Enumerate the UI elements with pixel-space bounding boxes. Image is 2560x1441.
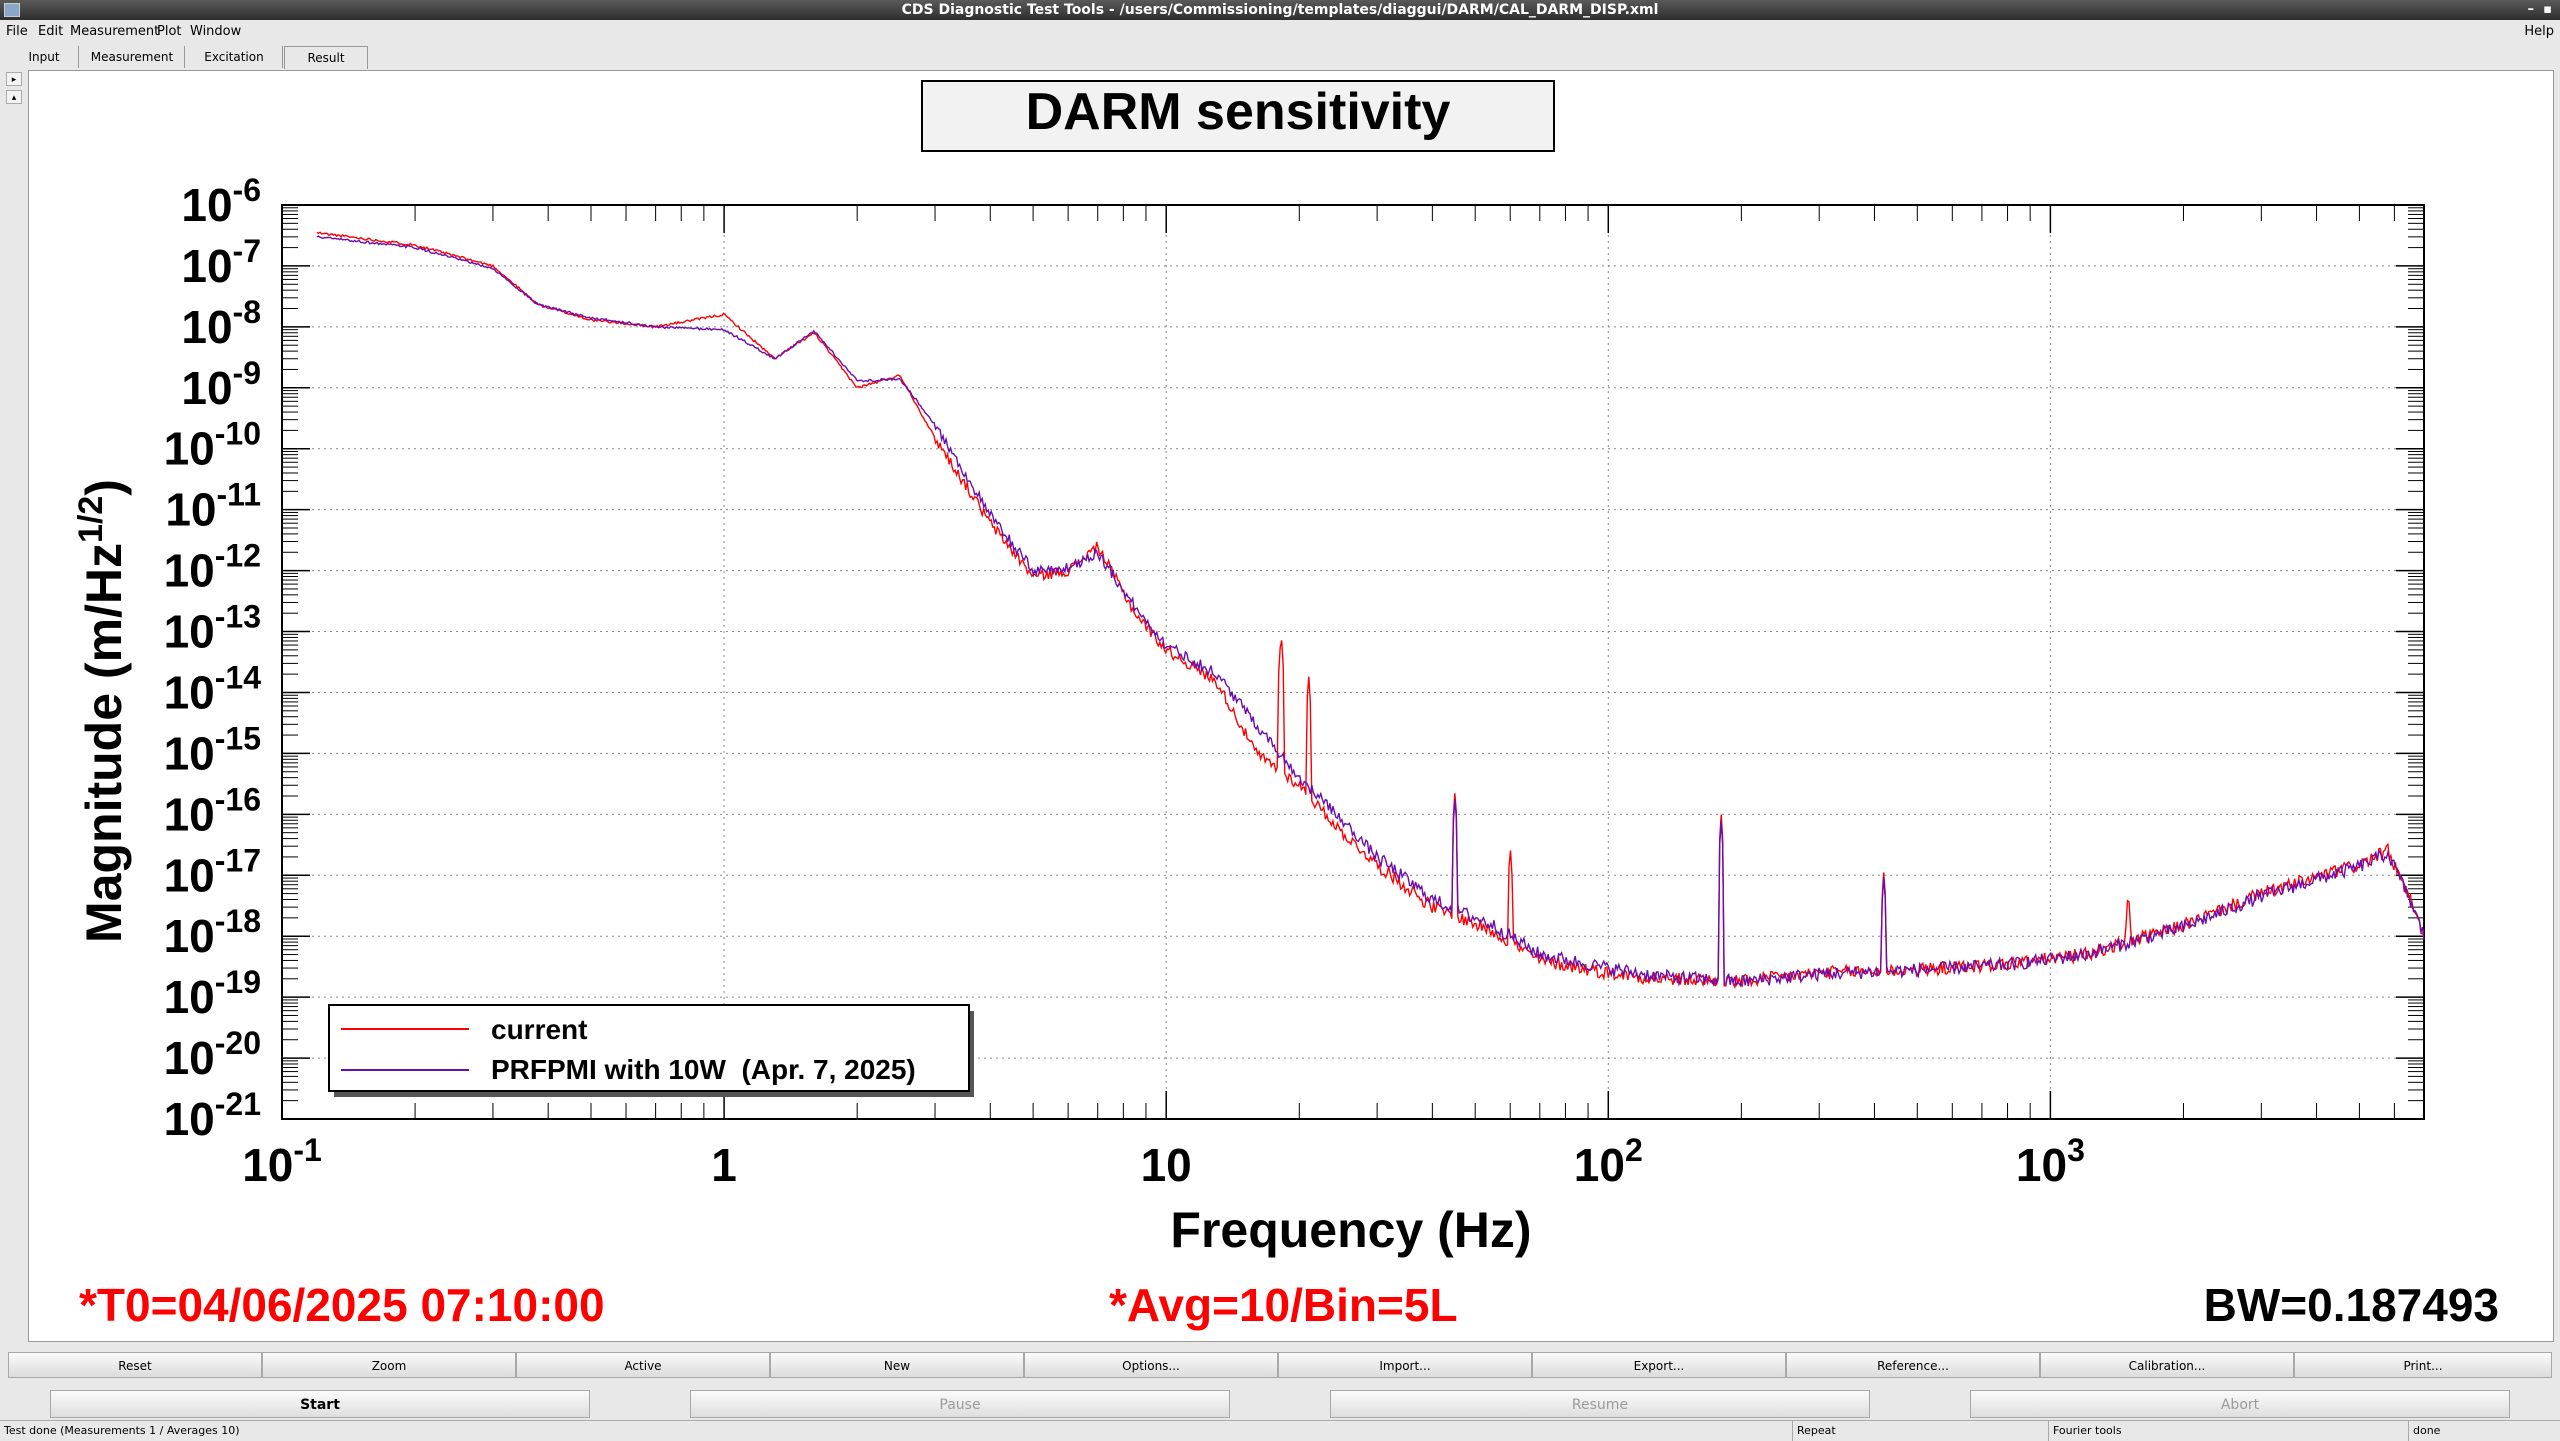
plot-title: DARM sensitivity <box>1026 83 1451 141</box>
calibration-button[interactable]: Calibration... <box>2040 1352 2294 1378</box>
resume-button[interactable]: Resume <box>1330 1390 1870 1418</box>
reference-button[interactable]: Reference... <box>1786 1352 2040 1378</box>
y-tick-label: 10-7 <box>181 233 261 292</box>
x-tick-label: 10-1 <box>242 1132 322 1191</box>
tab-input[interactable]: Input <box>10 46 79 68</box>
plot-title-box <box>921 80 1555 152</box>
y-tick-label: 10-18 <box>164 903 261 962</box>
y-tick-label: 10-19 <box>164 964 261 1023</box>
y-tick-label: 10-20 <box>164 1025 261 1084</box>
menu-edit[interactable]: Edit <box>38 24 64 39</box>
window-title: CDS Diagnostic Test Tools - /users/Commi… <box>901 2 1659 18</box>
avg-info: *Avg=10/Bin=5L <box>1109 1279 1458 1331</box>
x-tick-label: 103 <box>2016 1132 2085 1191</box>
import-button[interactable]: Import... <box>1278 1352 1532 1378</box>
y-tick-label: 10-16 <box>164 781 261 840</box>
minimize-icon[interactable]: – <box>2527 2 2535 17</box>
bandwidth-info: BW=0.187493 <box>2204 1279 2499 1331</box>
collapse-up-icon[interactable]: ▴ <box>6 90 22 104</box>
start-button[interactable]: Start <box>50 1390 590 1418</box>
plot-panel[interactable]: DARM sensitivity 10-6 10-7 10-8 10-9 10-10 10… <box>28 70 2554 1342</box>
y-tick-label: 10-8 <box>181 294 261 353</box>
status-done: done <box>2408 1421 2440 1441</box>
abort-button[interactable]: Abort <box>1970 1390 2510 1418</box>
series-line-reference <box>316 235 2425 988</box>
left-toolbar: ▸ ▴ <box>6 72 22 108</box>
y-tick-label: 10-15 <box>164 720 261 779</box>
x-tick-label: 10 <box>1141 1139 1192 1191</box>
maximize-icon[interactable]: ▪ <box>2543 2 2552 17</box>
y-tick-labels: 10-610-710-810-910-1010-1110-1210-1310-1… <box>164 172 262 1145</box>
status-fourier: Fourier tools <box>2048 1421 2122 1441</box>
y-tick-label: 10-10 <box>164 416 261 475</box>
x-tick-label: 102 <box>1574 1132 1643 1191</box>
tab-excitation[interactable]: Excitation <box>186 46 283 68</box>
status-bar: Test done (Measurements 1 / Averages 10)… <box>0 1420 2560 1441</box>
zoom-button[interactable]: Zoom <box>262 1352 516 1378</box>
y-axis-label: Magnitude (m/Hz1/2) <box>72 479 132 943</box>
legend-entry-reference: PRFPMI with 10W (Apr. 7, 2025) <box>491 1054 916 1085</box>
t0-info: *T0=04/06/2025 07:10:00 <box>79 1279 605 1331</box>
print-button[interactable]: Print... <box>2294 1352 2552 1378</box>
status-repeat: Repeat <box>1792 1421 1836 1441</box>
reset-button[interactable]: Reset <box>8 1352 262 1378</box>
menu-window[interactable]: Window <box>190 24 242 39</box>
menu-measurement[interactable]: Measurement <box>70 24 160 39</box>
plot-frame <box>281 204 2425 1120</box>
y-tick-label: 10-12 <box>164 538 261 597</box>
legend: current PRFPMI with 10W (Apr. 7, 2025) <box>328 1004 974 1097</box>
x-axis-label: Frequency (Hz) <box>1170 1202 1531 1258</box>
y-tick-label: 10-21 <box>164 1086 261 1145</box>
export-button[interactable]: Export... <box>1532 1352 1786 1378</box>
window-menu-icon[interactable] <box>4 3 20 17</box>
menu-bar: File Edit Measurement Plot Window Help <box>0 21 2560 43</box>
y-tick-label: 10-11 <box>165 477 261 536</box>
axis-minor-ticks <box>281 204 2425 1120</box>
options-button[interactable]: Options... <box>1024 1352 1278 1378</box>
new-button[interactable]: New <box>770 1352 1024 1378</box>
tab-measurement[interactable]: Measurement <box>80 46 185 68</box>
menu-file[interactable]: File <box>6 24 28 39</box>
grid-lines <box>282 205 2424 1119</box>
tab-result[interactable]: Result <box>284 46 368 69</box>
active-button[interactable]: Active <box>516 1352 770 1378</box>
series-line-current <box>316 231 2425 990</box>
expand-right-icon[interactable]: ▸ <box>6 72 22 86</box>
y-tick-label: 10-13 <box>164 599 261 658</box>
y-tick-label: 10-14 <box>164 659 262 718</box>
status-message: Test done (Measurements 1 / Averages 10) <box>4 1424 240 1437</box>
pause-button[interactable]: Pause <box>690 1390 1230 1418</box>
y-tick-label: 10-6 <box>181 172 261 231</box>
sensitivity-plot[interactable]: DARM sensitivity 10-610-710-810-910-1010… <box>29 71 2553 1341</box>
y-tick-label: 10-9 <box>181 355 261 414</box>
x-tick-label: 1 <box>711 1139 737 1191</box>
legend-entry-current: current <box>491 1014 587 1045</box>
menu-help[interactable]: Help <box>2524 24 2554 39</box>
menu-plot[interactable]: Plot <box>157 24 182 39</box>
x-tick-labels: 10-1 1 10 102 103 <box>242 1132 2085 1191</box>
y-tick-label: 10-17 <box>164 842 261 901</box>
series-group <box>316 231 2425 990</box>
window-titlebar: CDS Diagnostic Test Tools - /users/Commi… <box>0 0 2560 20</box>
